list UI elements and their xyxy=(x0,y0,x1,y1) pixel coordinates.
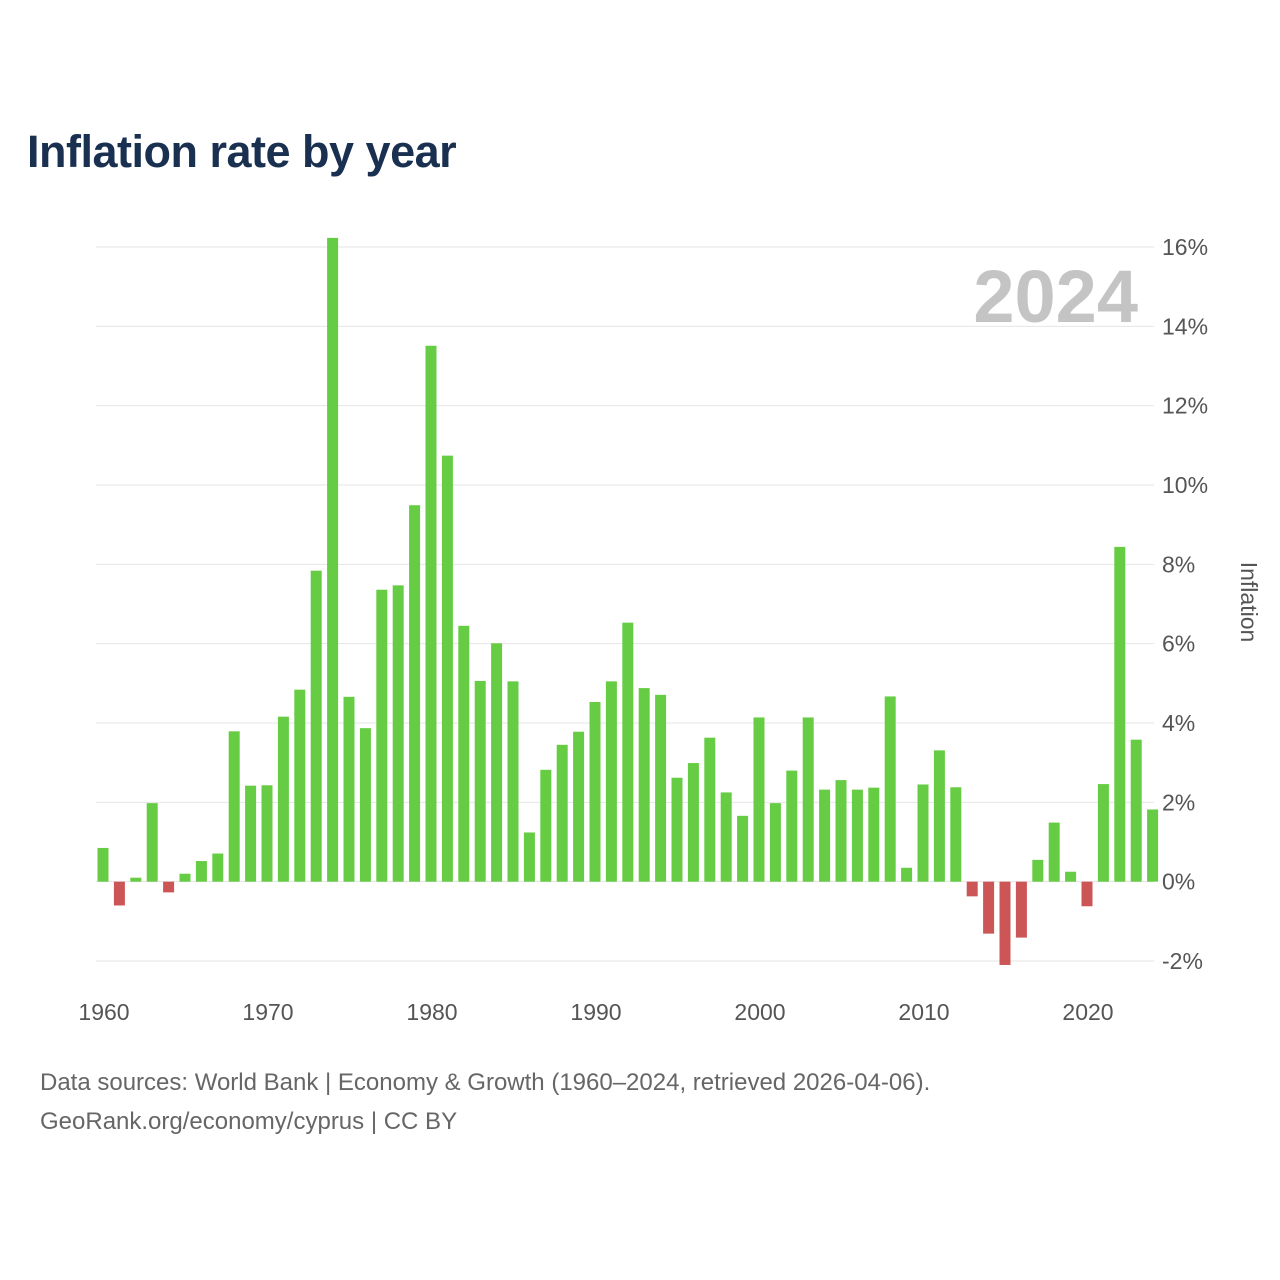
bar-1969[interactable] xyxy=(245,785,257,882)
bar-1972[interactable] xyxy=(294,689,306,882)
bar-1995[interactable] xyxy=(671,777,683,882)
bar-1962[interactable] xyxy=(130,877,142,882)
bar-1998[interactable] xyxy=(720,792,732,882)
bar-2003[interactable] xyxy=(802,717,814,882)
bar-1965[interactable] xyxy=(179,873,191,882)
bar-2004[interactable] xyxy=(819,789,831,882)
y-tick-label: 6% xyxy=(1162,631,1195,657)
bar-1961[interactable] xyxy=(113,881,125,906)
bar-1985[interactable] xyxy=(507,681,519,882)
bar-1973[interactable] xyxy=(310,570,322,882)
bar-1977[interactable] xyxy=(376,589,388,882)
bar-1997[interactable] xyxy=(704,737,716,882)
bar-1966[interactable] xyxy=(195,861,207,882)
bar-1960[interactable] xyxy=(97,847,109,882)
y-tick-label: 10% xyxy=(1162,472,1208,498)
bar-2009[interactable] xyxy=(901,867,913,882)
y-tick-label: 16% xyxy=(1162,234,1208,260)
bar-1999[interactable] xyxy=(737,815,749,882)
bar-1975[interactable] xyxy=(343,696,355,882)
x-tick-label: 1960 xyxy=(78,999,129,1025)
bar-2024[interactable] xyxy=(1147,809,1159,882)
source-credit: Data sources: World Bank | Economy & Gro… xyxy=(40,1069,931,1096)
bar-2017[interactable] xyxy=(1032,859,1044,882)
bar-2012[interactable] xyxy=(950,787,962,882)
bar-1982[interactable] xyxy=(458,625,470,882)
bar-1986[interactable] xyxy=(523,832,535,882)
bar-1967[interactable] xyxy=(212,853,224,882)
bar-2019[interactable] xyxy=(1065,871,1077,882)
y-tick-label: 0% xyxy=(1162,869,1195,895)
bar-1987[interactable] xyxy=(540,769,552,882)
bar-1996[interactable] xyxy=(687,763,699,882)
bar-2020[interactable] xyxy=(1081,881,1093,907)
bar-1980[interactable] xyxy=(425,345,437,882)
source-link[interactable]: GeoRank.org/economy/cyprus | CC BY xyxy=(40,1108,458,1135)
bar-2006[interactable] xyxy=(851,789,863,882)
x-tick-label: 1990 xyxy=(570,999,621,1025)
bar-2021[interactable] xyxy=(1097,784,1109,882)
bar-1968[interactable] xyxy=(228,731,240,882)
y-tick-label: 2% xyxy=(1162,789,1195,815)
bar-1991[interactable] xyxy=(605,681,617,882)
bar-2001[interactable] xyxy=(769,803,781,882)
y-tick-label: 8% xyxy=(1162,551,1195,577)
x-tick-label: 2000 xyxy=(734,999,785,1025)
bar-1993[interactable] xyxy=(638,688,650,882)
x-tick-label: 1970 xyxy=(242,999,293,1025)
bar-1994[interactable] xyxy=(655,694,667,882)
y-tick-label: 12% xyxy=(1162,393,1208,419)
bar-1979[interactable] xyxy=(409,505,421,882)
bar-2002[interactable] xyxy=(786,770,798,882)
bar-2022[interactable] xyxy=(1114,546,1126,882)
bar-2015[interactable] xyxy=(999,881,1011,965)
bar-1971[interactable] xyxy=(277,716,289,882)
bar-1964[interactable] xyxy=(163,881,175,893)
bar-2014[interactable] xyxy=(983,881,995,934)
y-tick-label: 4% xyxy=(1162,710,1195,736)
bar-2016[interactable] xyxy=(1015,881,1027,938)
x-axis-ticks: 1960 1970 1980 1990 2000 2010 2020 xyxy=(78,999,1113,1025)
bar-2010[interactable] xyxy=(917,784,929,882)
x-tick-label: 2010 xyxy=(898,999,949,1025)
bar-1990[interactable] xyxy=(589,701,601,882)
bar-2008[interactable] xyxy=(884,696,896,882)
bar-2000[interactable] xyxy=(753,717,765,882)
bar-2005[interactable] xyxy=(835,780,847,882)
bar-1974[interactable] xyxy=(327,237,339,882)
bar-1992[interactable] xyxy=(622,622,634,882)
bar-2007[interactable] xyxy=(868,787,880,882)
year-watermark: 2024 xyxy=(973,255,1138,338)
y-tick-label: 14% xyxy=(1162,313,1208,339)
bar-1983[interactable] xyxy=(474,680,486,882)
y-tick-label: -2% xyxy=(1162,948,1203,974)
chart-title: Inflation rate by year xyxy=(27,126,457,177)
bar-2018[interactable] xyxy=(1048,822,1060,882)
bar-1963[interactable] xyxy=(146,803,158,882)
bar-1988[interactable] xyxy=(556,744,568,882)
bars xyxy=(97,237,1159,965)
bar-2023[interactable] xyxy=(1130,739,1142,882)
bar-1984[interactable] xyxy=(491,643,503,882)
bar-1981[interactable] xyxy=(441,455,453,882)
bar-1989[interactable] xyxy=(573,731,585,882)
y-axis-title: Inflation xyxy=(1236,562,1262,643)
bar-1978[interactable] xyxy=(392,585,404,882)
bar-2013[interactable] xyxy=(966,881,978,897)
y-axis-ticks: -2% 0% 2% 4% 6% 8% 10% 12% 14% 16% xyxy=(1162,234,1208,974)
x-tick-label: 1980 xyxy=(406,999,457,1025)
x-tick-label: 2020 xyxy=(1062,999,1113,1025)
bar-2011[interactable] xyxy=(933,750,945,882)
bar-1970[interactable] xyxy=(261,785,273,882)
bar-1976[interactable] xyxy=(359,728,371,882)
